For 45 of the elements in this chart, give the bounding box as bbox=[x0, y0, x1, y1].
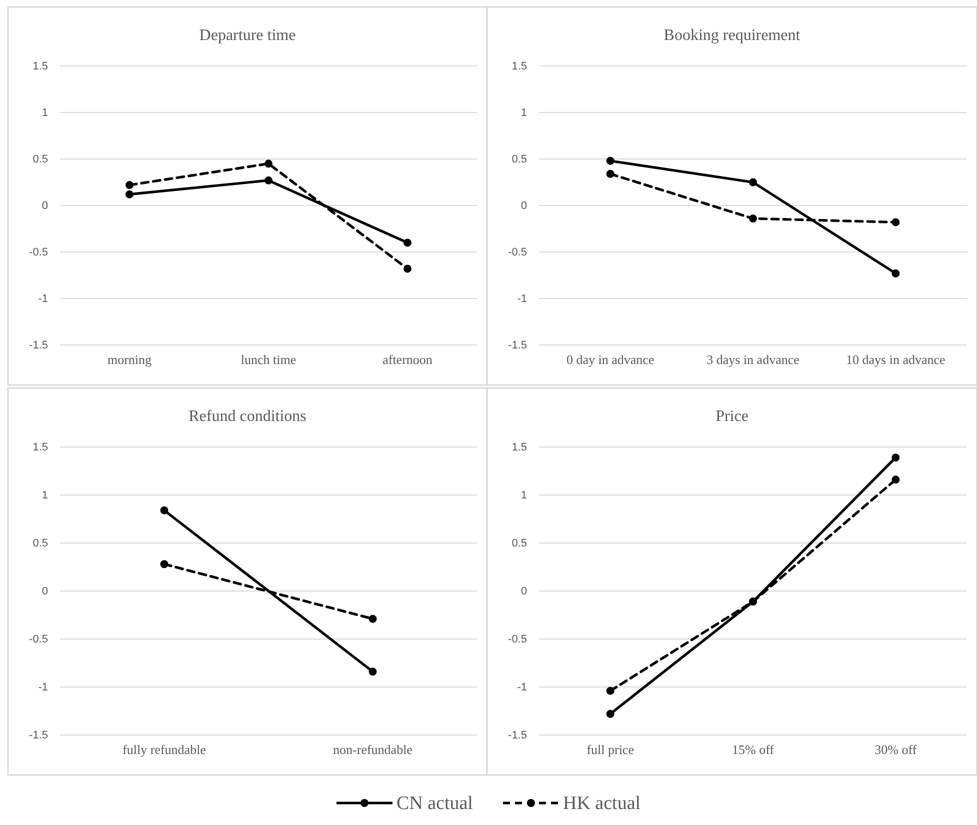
chart-title: Refund conditions bbox=[188, 408, 306, 425]
y-tick-label: -0.5 bbox=[29, 634, 48, 646]
y-tick-label: 0 bbox=[42, 586, 48, 598]
y-tick-label: -1 bbox=[517, 293, 527, 306]
y-tick-label: 1 bbox=[42, 490, 48, 502]
y-tick-label: 0 bbox=[520, 586, 527, 598]
x-tick-label: non-refundable bbox=[333, 742, 413, 758]
x-tick-label: 10 days in advance bbox=[846, 352, 946, 368]
chart-title: Departure time bbox=[199, 27, 296, 44]
y-tick-label: 0 bbox=[42, 200, 48, 212]
y-tick-label: 1 bbox=[520, 107, 527, 120]
y-tick-label: -0.5 bbox=[29, 246, 48, 259]
y-tick-label: -1.5 bbox=[29, 340, 48, 352]
x-tick-label: 0 day in advance bbox=[566, 352, 654, 368]
x-tick-label: fully refundable bbox=[122, 742, 206, 758]
y-tick-label: -1 bbox=[517, 682, 527, 694]
y-tick-label: -0.5 bbox=[508, 246, 527, 259]
y-tick-label: 0 bbox=[520, 200, 527, 212]
y-tick-label: 1.5 bbox=[32, 442, 48, 454]
y-tick-label: -1 bbox=[38, 293, 48, 306]
x-tick-label: afternoon bbox=[382, 352, 433, 368]
y-tick-label: -1.5 bbox=[29, 730, 48, 742]
y-tick-label: 1 bbox=[520, 490, 527, 502]
x-tick-label: lunch time bbox=[240, 352, 296, 368]
y-tick-label: 1 bbox=[42, 107, 48, 120]
chart-title: Booking requirement bbox=[664, 27, 801, 44]
chart-title: Price bbox=[716, 408, 748, 425]
y-tick-label: 0.5 bbox=[512, 154, 527, 166]
x-tick-label: 30% off bbox=[874, 742, 918, 758]
y-tick-label: 0.5 bbox=[32, 154, 48, 166]
y-tick-label: -1.5 bbox=[508, 730, 527, 742]
legend-label: HK actual bbox=[562, 793, 641, 814]
y-tick-label: 0.5 bbox=[32, 538, 48, 550]
y-tick-label: 1.5 bbox=[512, 60, 527, 73]
x-tick-label: 3 days in advance bbox=[706, 352, 800, 368]
y-tick-label: 1.5 bbox=[512, 442, 527, 454]
x-tick-label: full price bbox=[586, 742, 634, 758]
y-tick-label: -0.5 bbox=[508, 634, 527, 646]
y-tick-label: -1 bbox=[38, 682, 48, 694]
y-tick-label: -1.5 bbox=[508, 340, 527, 352]
x-tick-label: morning bbox=[107, 352, 152, 368]
x-tick-label: 15% off bbox=[732, 742, 775, 758]
y-tick-label: 1.5 bbox=[32, 60, 48, 73]
y-tick-label: 0.5 bbox=[512, 538, 527, 550]
legend-label: CN actual bbox=[396, 793, 473, 814]
